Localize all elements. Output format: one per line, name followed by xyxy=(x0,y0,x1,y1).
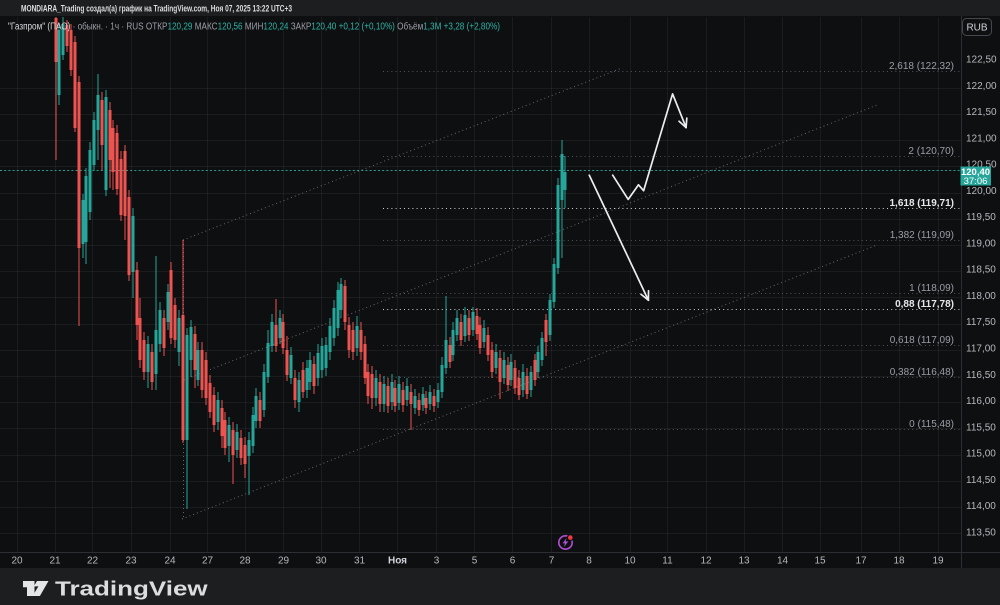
svg-text:0 (115,48): 0 (115,48) xyxy=(909,419,954,430)
svg-text:3: 3 xyxy=(434,556,440,567)
svg-text:121,00: 121,00 xyxy=(966,133,997,144)
svg-text:TradingView: TradingView xyxy=(55,577,209,599)
svg-text:"Газпром" (ПАО) · обыкн. · 1ч: "Газпром" (ПАО) · обыкн. · 1ч · RUS ОТКР… xyxy=(8,21,500,33)
svg-text:116,50: 116,50 xyxy=(966,370,996,381)
svg-text:Ноя: Ноя xyxy=(388,556,407,567)
svg-text:20: 20 xyxy=(11,556,23,567)
svg-text:119,50: 119,50 xyxy=(966,212,996,223)
svg-text:30: 30 xyxy=(315,556,327,567)
svg-text:37:06: 37:06 xyxy=(964,176,988,187)
svg-text:31: 31 xyxy=(354,556,366,567)
svg-text:117,00: 117,00 xyxy=(966,344,996,355)
svg-text:MONDIARA_Trading создал(а) гра: MONDIARA_Trading создал(а) график на Tra… xyxy=(21,4,292,15)
svg-text:22: 22 xyxy=(87,556,99,567)
svg-text:12: 12 xyxy=(700,556,712,567)
svg-text:113,50: 113,50 xyxy=(966,528,996,539)
svg-text:122,50: 122,50 xyxy=(966,55,997,66)
svg-text:121,50: 121,50 xyxy=(966,107,997,118)
svg-text:7: 7 xyxy=(549,556,555,567)
svg-text:RUB: RUB xyxy=(966,23,987,34)
svg-text:27: 27 xyxy=(202,556,214,567)
svg-text:0,618 (117,09): 0,618 (117,09) xyxy=(890,335,954,346)
svg-text:0,88 (117,78): 0,88 (117,78) xyxy=(895,299,954,310)
svg-text:114,50: 114,50 xyxy=(966,475,996,486)
svg-text:0,382 (116,48): 0,382 (116,48) xyxy=(890,367,954,378)
svg-text:17: 17 xyxy=(855,556,867,567)
svg-text:2 (120,70): 2 (120,70) xyxy=(908,146,954,157)
svg-text:116,00: 116,00 xyxy=(966,396,996,407)
svg-text:8: 8 xyxy=(586,556,592,567)
svg-text:21: 21 xyxy=(49,556,61,567)
svg-text:119,00: 119,00 xyxy=(966,238,996,249)
svg-text:115,50: 115,50 xyxy=(966,422,996,433)
svg-text:13: 13 xyxy=(738,556,750,567)
svg-text:2,618 (122,32): 2,618 (122,32) xyxy=(889,61,954,72)
svg-text:122,00: 122,00 xyxy=(966,81,997,92)
svg-text:1,618 (119,71): 1,618 (119,71) xyxy=(890,198,955,209)
svg-text:15: 15 xyxy=(814,556,826,567)
svg-text:120,00: 120,00 xyxy=(966,186,997,197)
svg-text:120,40: 120,40 xyxy=(961,167,990,178)
svg-text:1,382 (119,09): 1,382 (119,09) xyxy=(890,230,954,241)
svg-text:117,50: 117,50 xyxy=(966,317,996,328)
svg-text:18: 18 xyxy=(893,556,905,567)
svg-text:120,50: 120,50 xyxy=(966,160,997,171)
svg-text:11: 11 xyxy=(662,556,673,567)
svg-text:29: 29 xyxy=(278,556,290,567)
svg-text:115,00: 115,00 xyxy=(966,449,996,460)
svg-text:114,00: 114,00 xyxy=(966,501,996,512)
svg-text:1 (118,09): 1 (118,09) xyxy=(909,283,954,294)
svg-text:19: 19 xyxy=(932,556,944,567)
svg-text:10: 10 xyxy=(624,556,636,567)
svg-text:23: 23 xyxy=(125,556,137,567)
svg-text:118,50: 118,50 xyxy=(966,265,996,276)
svg-text:28: 28 xyxy=(239,556,251,567)
svg-text:14: 14 xyxy=(777,556,789,567)
svg-text:24: 24 xyxy=(164,556,176,567)
svg-text:5: 5 xyxy=(472,556,478,567)
svg-text:118,00: 118,00 xyxy=(966,291,996,302)
svg-text:6: 6 xyxy=(510,556,516,567)
